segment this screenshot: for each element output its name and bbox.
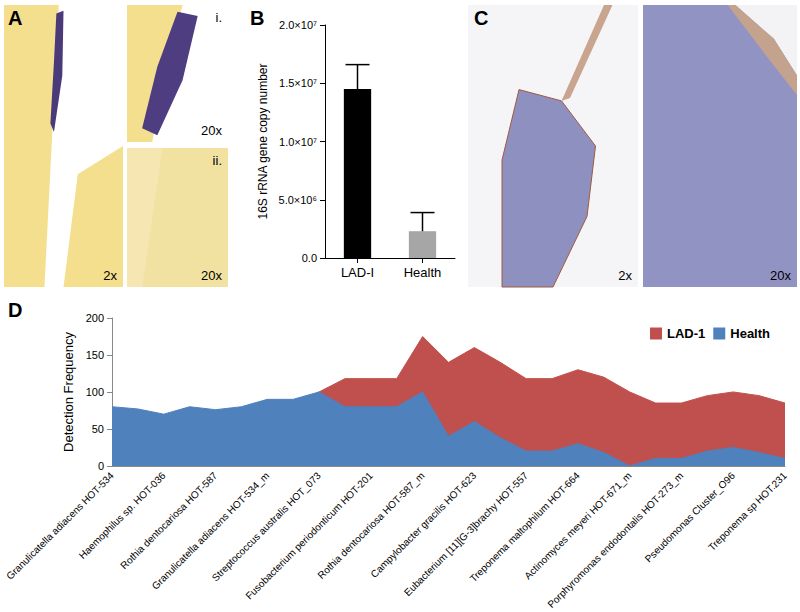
svg-text:Treponema maltophilum HOT-664: Treponema maltophilum HOT-664 [468,470,583,585]
svg-text:D: D [8,299,22,321]
svg-text:50: 50 [92,423,104,435]
svg-text:Health: Health [730,326,770,341]
svg-text:200: 200 [86,312,104,324]
svg-text:150: 150 [86,349,104,361]
svg-text:Pseudomonas Cluster_O96: Pseudomonas Cluster_O96 [643,470,738,565]
svg-text:Granulicatella adiacens HOT-53: Granulicatella adiacens HOT-534 [4,470,116,582]
svg-text:5.0×10⁶: 5.0×10⁶ [279,194,317,206]
svg-text:Treponema sp HOT.231: Treponema sp HOT.231 [706,470,789,553]
svg-text:C: C [474,7,488,29]
svg-text:Rothia dentocariosa HOT-587_m: Rothia dentocariosa HOT-587_m [316,470,427,581]
svg-text:20x: 20x [770,268,791,283]
svg-text:Porphyromonas endodontalis HOT: Porphyromonas endodontalis HOT-273_m [545,470,686,610]
svg-text:Rothia dentocariosa HOT-587: Rothia dentocariosa HOT-587 [118,470,219,571]
svg-text:0: 0 [98,460,104,472]
svg-text:20x: 20x [201,123,222,138]
svg-text:Granulicatella adiacens HOT-53: Granulicatella adiacens HOT-534_m [150,470,272,592]
svg-text:LAD-1: LAD-1 [667,326,705,341]
svg-text:Streptococcus australis HOT_07: Streptococcus australis HOT_073 [210,470,324,584]
svg-text:Actinomyces meyeri HOT-671_m: Actinomyces meyeri HOT-671_m [522,470,633,581]
svg-text:i.: i. [216,10,223,25]
svg-text:ii.: ii. [213,153,222,168]
svg-text:Health: Health [404,265,442,280]
svg-text:20x: 20x [201,268,222,283]
svg-text:2x: 2x [103,268,117,283]
svg-text:1.5×10⁷: 1.5×10⁷ [279,77,317,89]
svg-text:16S rRNA gene copy number: 16S rRNA gene copy number [256,63,270,219]
svg-text:A: A [8,7,22,29]
svg-text:Detection Frequency: Detection Frequency [61,331,76,451]
svg-text:0.0: 0.0 [302,252,317,264]
svg-text:2.0×10⁷: 2.0×10⁷ [279,19,317,31]
svg-text:Eubacterium [11][G-3]brachy HO: Eubacterium [11][G-3]brachy HOT-557 [401,470,530,599]
svg-text:1.0×10⁷: 1.0×10⁷ [279,136,317,148]
svg-text:Fusobacterium periodonticum HO: Fusobacterium periodonticum HOT-201 [243,470,375,602]
svg-text:Haemophilus sp. HOT-036: Haemophilus sp. HOT-036 [77,470,168,561]
svg-text:100: 100 [86,386,104,398]
svg-text:LAD-I: LAD-I [341,265,374,280]
svg-text:Campylobacter gracilis HOT-623: Campylobacter gracilis HOT-623 [368,470,478,580]
svg-text:B: B [250,7,264,29]
svg-text:2x: 2x [618,268,632,283]
